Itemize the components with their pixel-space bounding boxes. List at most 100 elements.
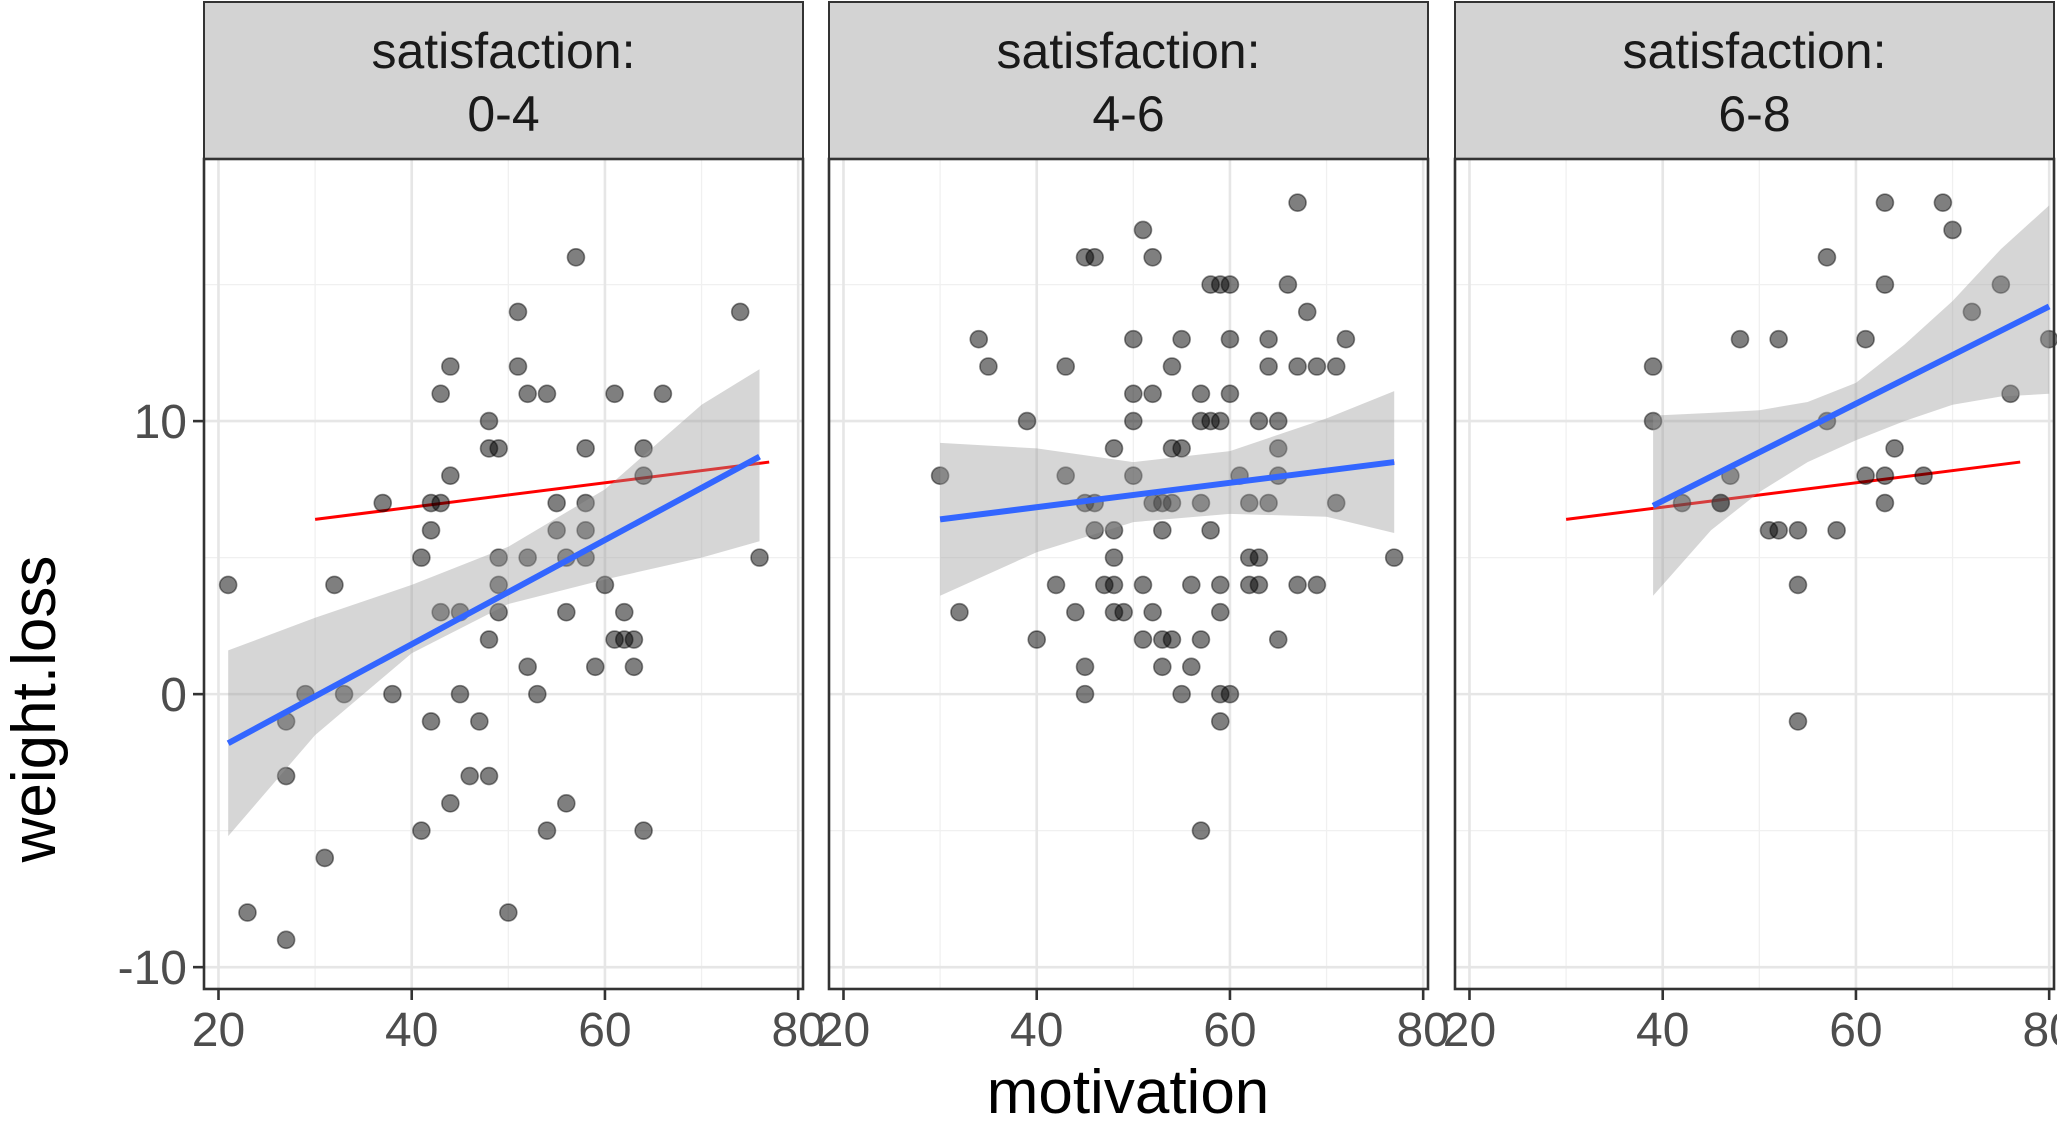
- x-tick-label: 60: [1829, 1004, 1882, 1057]
- data-point: [373, 493, 393, 513]
- data-point: [1991, 275, 2011, 294]
- data-point: [576, 439, 595, 458]
- data-point: [1181, 575, 1201, 595]
- data-point: [1220, 384, 1240, 404]
- data-point: [1066, 602, 1085, 622]
- data-point: [614, 602, 634, 622]
- data-point: [750, 548, 769, 567]
- data-point: [1085, 521, 1104, 540]
- x-tick-label: 20: [1443, 1004, 1496, 1057]
- y-tick-label: -10: [118, 942, 187, 995]
- x-tick-label: 40: [1010, 1004, 1063, 1057]
- y-tick-label: 10: [134, 396, 187, 449]
- data-point: [1943, 220, 1962, 240]
- data-point: [1191, 384, 1211, 404]
- facet-strip: [828, 1, 1429, 160]
- facet-panels: satisfaction: 0-4 20 40 60 80 satisfaction: 4-6…: [192, 1, 2057, 1057]
- data-point: [1056, 357, 1076, 376]
- data-point: [238, 903, 257, 922]
- data-point: [528, 684, 547, 704]
- data-point: [1172, 684, 1191, 704]
- data-point: [1259, 329, 1278, 349]
- data-point: [1201, 521, 1220, 540]
- data-point: [276, 766, 296, 786]
- data-point: [1124, 411, 1143, 431]
- data-point: [1856, 329, 1875, 349]
- data-point: [431, 602, 451, 622]
- data-point: [412, 821, 431, 840]
- data-point: [218, 575, 238, 595]
- data-point: [624, 630, 644, 649]
- facet-strip-label: satisfaction:: [371, 23, 635, 79]
- data-point: [547, 493, 566, 513]
- data-point: [1124, 329, 1143, 349]
- y-axis-title: weight.loss: [0, 556, 69, 864]
- facet-panel-1: satisfaction: 0-4 20 40 60 80: [192, 1, 825, 1057]
- data-point: [537, 384, 557, 404]
- data-point: [1162, 493, 1182, 513]
- data-point: [1210, 411, 1230, 431]
- facet-panel-2: satisfaction: 4-6 20 40 60 80: [817, 1, 1450, 1057]
- data-point: [431, 384, 451, 404]
- data-point: [1153, 657, 1172, 677]
- data-point: [1249, 411, 1269, 431]
- data-point: [1017, 411, 1037, 431]
- data-point: [431, 493, 451, 513]
- data-point: [566, 247, 586, 267]
- data-point: [1730, 329, 1750, 349]
- data-point: [489, 575, 508, 595]
- x-tick-label: 40: [385, 1004, 438, 1057]
- data-point: [1278, 275, 1298, 294]
- data-point: [1307, 357, 1327, 376]
- fit-line: [1651, 303, 2051, 509]
- data-point: [1191, 821, 1211, 840]
- data-point: [634, 821, 653, 840]
- facet-strip: [203, 1, 804, 160]
- data-point: [470, 712, 489, 731]
- fit-line: [226, 453, 761, 746]
- x-tick-label: 80: [1396, 1004, 1449, 1057]
- data-point: [1288, 575, 1307, 595]
- data-point: [1326, 357, 1346, 376]
- data-point: [1875, 493, 1895, 513]
- data-point: [1962, 302, 1982, 322]
- panel-border: [202, 157, 805, 991]
- data-point: [1143, 602, 1162, 622]
- data-point: [276, 930, 296, 950]
- data-point: [605, 384, 624, 404]
- facet-strip-label: 4-6: [1092, 86, 1164, 142]
- data-point: [1162, 357, 1182, 376]
- x-tick-label: 40: [1636, 1004, 1689, 1057]
- data-point: [1268, 411, 1288, 431]
- x-tick-label: 20: [817, 1004, 870, 1057]
- data-point: [489, 602, 508, 622]
- data-point: [421, 712, 441, 731]
- data-point: [1075, 684, 1095, 704]
- data-point: [930, 466, 950, 486]
- data-point: [460, 766, 479, 786]
- data-point: [1297, 302, 1317, 322]
- data-point: [969, 329, 989, 349]
- data-point: [508, 302, 528, 322]
- data-point: [1124, 466, 1143, 486]
- data-point: [1191, 630, 1211, 649]
- data-point: [489, 548, 508, 567]
- data-point: [1210, 602, 1230, 622]
- data-point: [556, 794, 576, 813]
- data-point: [1153, 521, 1172, 540]
- x-tick-label: 60: [1203, 1004, 1256, 1057]
- data-point: [479, 766, 499, 786]
- data-point: [421, 521, 441, 540]
- data-point: [1172, 439, 1191, 458]
- data-point: [1210, 575, 1230, 595]
- data-point: [412, 548, 431, 567]
- data-point: [1875, 466, 1895, 486]
- data-point: [1268, 630, 1288, 649]
- data-point: [1259, 357, 1278, 376]
- data-point: [556, 602, 576, 622]
- data-point: [634, 466, 653, 486]
- data-point: [1191, 493, 1211, 513]
- reference-line: [1565, 460, 2021, 521]
- data-point: [1933, 193, 1953, 212]
